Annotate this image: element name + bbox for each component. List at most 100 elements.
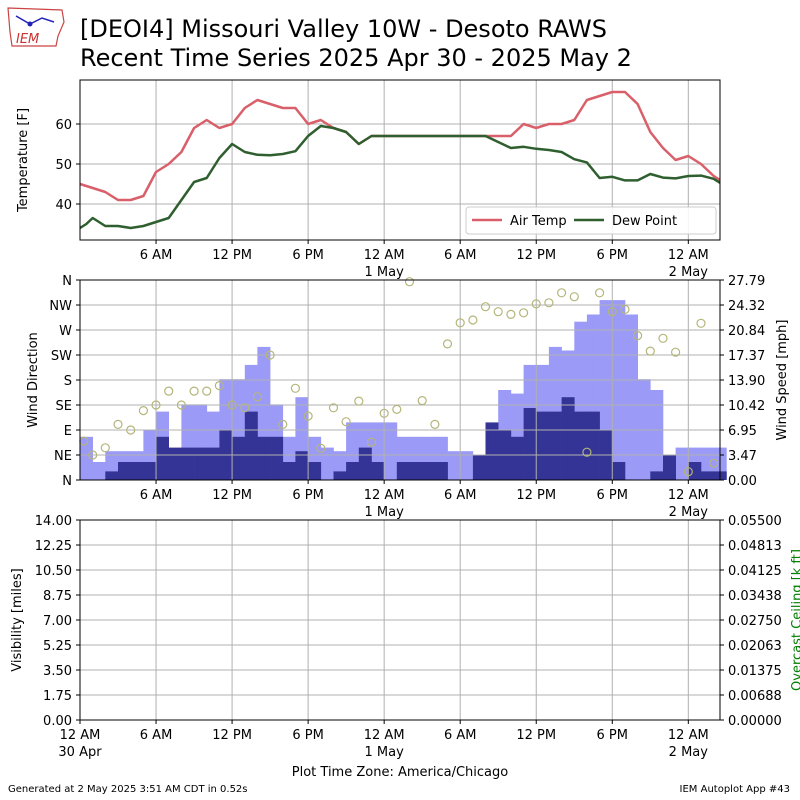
wind-gust-bar xyxy=(434,462,448,480)
wind-x-tick-date: 2 May xyxy=(669,505,709,520)
wind-direction-point xyxy=(164,386,174,396)
app-note: IEM Autoplot App #43 xyxy=(679,784,790,795)
wind-gust-bar xyxy=(333,471,347,480)
generated-note: Generated at 2 May 2025 3:51 AM CDT in 0… xyxy=(8,784,248,795)
visibility-panel: 12 AM 30 Apr 6 AM 12 PM 6 PM 12 AM 1 May 6 AM 12… xyxy=(10,514,800,780)
wind-speed-bar xyxy=(447,451,461,480)
wind-speed-bar xyxy=(92,462,106,480)
wind-direction-point xyxy=(392,404,402,414)
ceiling-tick-label: 0.04125 xyxy=(728,564,782,579)
wind-gust-bar xyxy=(409,462,423,480)
wind-direction-point xyxy=(442,339,453,349)
ceiling-tick-label: 0.02063 xyxy=(728,639,782,654)
wind-direction-point xyxy=(202,386,212,396)
wind-direction-point xyxy=(189,386,199,396)
temperature-x-tick-label: 12 PM xyxy=(212,248,252,263)
wind-direction-point xyxy=(544,298,554,308)
wind-gust-bar xyxy=(295,451,309,480)
iowa-outline-icon xyxy=(7,7,65,47)
wind-direction-tick-label: NW xyxy=(49,299,72,314)
ceiling-tick-label: 0.04813 xyxy=(728,539,782,554)
wind-direction-tick-label: SW xyxy=(51,349,72,364)
wind-speed-tick-label: 13.90 xyxy=(728,374,765,389)
wind-direction-point xyxy=(151,400,161,410)
wind-direction-point xyxy=(468,315,478,325)
visibility-x-tick-label: 12 PM xyxy=(212,728,252,743)
wind-direction-point xyxy=(328,403,339,413)
wind-direction-point xyxy=(518,308,529,318)
wind-speed-tick-label: 3.47 xyxy=(728,449,757,464)
wind-x-tick-label: 12 AM xyxy=(668,488,709,503)
wind-gust-bar xyxy=(688,462,702,480)
wind-gust-bar xyxy=(536,411,550,480)
wind-direction-point xyxy=(126,425,136,435)
ceiling-axis-label: Overcast Ceiling [k ft] xyxy=(790,549,800,691)
wind-gust-bar xyxy=(270,436,284,480)
wind-gust-bar xyxy=(510,436,524,480)
wind-x-tick-label: 12 AM xyxy=(364,488,405,503)
wind-direction-point xyxy=(709,458,719,468)
wind-speed-bar xyxy=(460,451,474,480)
wind-x-tick-date: 1 May xyxy=(365,505,405,520)
wind-gust-bar xyxy=(701,471,714,480)
wind-speed-tick-label: 17.37 xyxy=(728,349,765,364)
logo-lines-icon xyxy=(15,15,55,25)
wind-gust-bar xyxy=(206,447,220,480)
wind-direction-point xyxy=(100,443,110,453)
wind-speed-tick-label: 27.79 xyxy=(728,274,765,289)
wind-direction-point xyxy=(531,299,541,309)
wind-speed-tick-label: 6.95 xyxy=(728,424,757,439)
wind-x-tick-label: 6 AM xyxy=(444,488,477,503)
ceiling-tick-label: 0.02750 xyxy=(728,614,782,629)
wind-direction-axis-label: Wind Direction xyxy=(26,332,41,428)
dew-point-line xyxy=(79,124,721,230)
wind-direction-point xyxy=(632,331,643,341)
wind-direction-point xyxy=(316,443,326,453)
visibility-tick-label: 10.50 xyxy=(35,564,72,579)
wind-direction-point xyxy=(214,381,224,391)
air-temp-line xyxy=(79,90,721,202)
wind-gust-bar xyxy=(574,411,588,480)
wind-speed-bar xyxy=(675,447,689,480)
wind-direction-point xyxy=(506,309,516,319)
wind-direction-point xyxy=(607,307,617,317)
ceiling-tick-label: 0.05500 xyxy=(728,514,782,529)
wind-direction-tick-label: N xyxy=(62,474,72,489)
visibility-x-tick-label: 6 AM xyxy=(444,728,477,743)
wind-gust-bar xyxy=(282,462,296,480)
wind-speed-bar xyxy=(80,436,93,480)
wind-gust-bar xyxy=(650,471,664,480)
wind-gust-bar xyxy=(346,462,360,480)
visibility-x-tick-label: 6 PM xyxy=(292,728,323,743)
wind-x-tick-label: 12 PM xyxy=(516,488,556,503)
temperature-x-tick-label: 12 AM xyxy=(668,248,709,263)
temperature-x-tick-label: 6 AM xyxy=(444,248,477,263)
wind-gust-bar xyxy=(561,397,575,480)
wind-direction-point xyxy=(354,396,364,406)
wind-direction-point xyxy=(265,350,275,360)
legend-dew-point: Dew Point xyxy=(612,214,677,229)
wind-gust-bar xyxy=(396,462,410,480)
wind-direction-tick-label: S xyxy=(64,374,72,389)
wind-direction-point xyxy=(176,400,186,410)
chart-title-line1: [DEOI4] Missouri Valley 10W - Desoto RAW… xyxy=(80,15,607,43)
wind-speed-bar xyxy=(384,422,398,480)
wind-panel: 6 AM 12 PM 6 PM 12 AM 1 May 6 AM 12 PM 6 PM 12 A… xyxy=(26,274,790,520)
temperature-x-tick-label: 12 AM xyxy=(364,248,405,263)
wind-direction-point xyxy=(278,419,288,429)
wind-gust-bar xyxy=(181,447,195,480)
visibility-x-tick-label: 6 PM xyxy=(597,728,628,743)
ceiling-tick-label: 0.00688 xyxy=(728,689,782,704)
wind-speed-tick-label: 24.32 xyxy=(728,299,765,314)
visibility-axis-label: Visibility [miles] xyxy=(10,568,25,671)
visibility-x-tick-date: 1 May xyxy=(365,745,405,760)
wind-gust-bar xyxy=(194,447,208,480)
chart-title-line2: Recent Time Series 2025 Apr 30 - 2025 Ma… xyxy=(80,44,632,72)
wind-gust-bar xyxy=(612,462,626,480)
temperature-y-tick-label: 40 xyxy=(55,198,72,213)
wind-direction-point xyxy=(379,408,389,418)
legend-air-temp: Air Temp xyxy=(510,214,567,229)
wind-speed-bar xyxy=(320,447,334,480)
logo-text: IEM xyxy=(16,32,39,47)
